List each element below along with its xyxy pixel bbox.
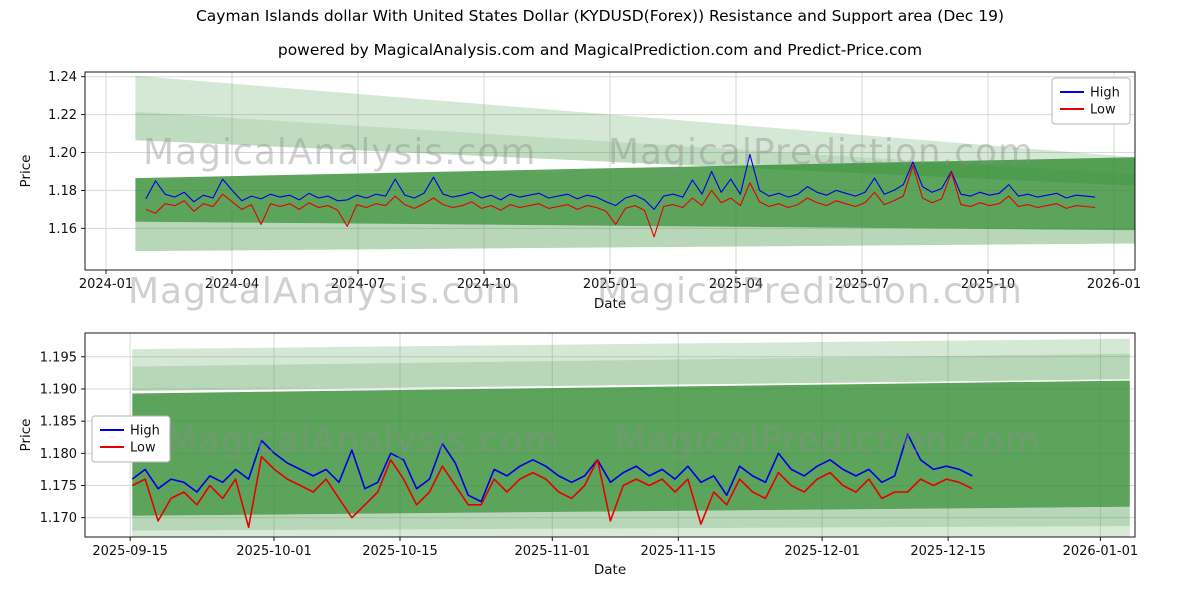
- y-tick-label: 1.170: [40, 511, 77, 526]
- x-tick-label: 2025-12-01: [784, 544, 860, 559]
- plot-border: [84, 332, 1136, 538]
- y-tick-label: 1.180: [40, 447, 77, 462]
- x-tick-label: 2025-12-15: [910, 544, 986, 559]
- x-tick-label: 2025-09-15: [92, 544, 168, 559]
- x-axis-label: Date: [594, 296, 626, 312]
- y-tick-label: 1.24: [48, 70, 77, 85]
- support-resistance-band: [135, 157, 1135, 231]
- high-line: [145, 153, 1096, 210]
- y-tick-label: 1.185: [40, 415, 77, 430]
- legend-label: High: [1090, 86, 1120, 101]
- support-resistance-band: [132, 506, 1130, 531]
- support-resistance-band: [132, 526, 1130, 537]
- legend-box: [1051, 77, 1131, 125]
- legend-box: [91, 415, 171, 463]
- y-tick-label: 1.195: [40, 350, 77, 365]
- y-tick-label: 1.18: [48, 184, 77, 199]
- y-tick-label: 1.190: [40, 382, 77, 397]
- figure-subtitle: powered by MagicalAnalysis.com and Magic…: [277, 41, 923, 59]
- y-tick-label: 1.20: [48, 146, 77, 161]
- x-axis-label: Date: [594, 562, 626, 578]
- support-resistance-band: [132, 338, 1130, 367]
- support-resistance-band: [132, 353, 1130, 391]
- low-line: [145, 165, 1096, 238]
- legend-label: Low: [130, 441, 156, 456]
- x-tick-label: 2024-01: [79, 277, 133, 292]
- support-resistance-band: [135, 221, 1135, 252]
- support-resistance-band: [132, 380, 1130, 516]
- x-tick-label: 2024-07: [331, 277, 385, 292]
- x-tick-label: 2024-04: [205, 277, 259, 292]
- x-tick-label: 2025-07: [835, 277, 889, 292]
- x-tick-label: 2025-10-01: [236, 544, 312, 559]
- x-tick-label: 2025-10-15: [362, 544, 438, 559]
- y-tick-label: 1.175: [40, 479, 77, 494]
- x-tick-label: 2025-11-01: [514, 544, 590, 559]
- y-tick-label: 1.16: [48, 222, 77, 237]
- legend-label: High: [130, 424, 160, 439]
- y-tick-label: 1.22: [48, 108, 77, 123]
- x-tick-label: 2025-04: [709, 277, 763, 292]
- low-line: [131, 455, 973, 529]
- chart-recent-zoom: 1.170 1.175 1.180 1.185 1.190 1.195 2025-09-15…: [18, 332, 1139, 578]
- y-axis-label: Price: [18, 419, 34, 452]
- x-tick-label: 2025-10: [961, 277, 1015, 292]
- x-tick-label: 2025-01: [583, 277, 637, 292]
- figure-title: Cayman Islands dollar With United States…: [195, 7, 1005, 25]
- high-line: [131, 433, 973, 503]
- y-axis-label: Price: [18, 155, 34, 188]
- chart-full-history: 1.16 1.18 1.20 1.22 1.24 2024-01 2024-04 2024-0…: [18, 70, 1141, 312]
- support-resistance-band: [135, 75, 1135, 175]
- x-tick-label: 2024-10: [457, 277, 511, 292]
- x-tick-label: 2026-01-01: [1063, 544, 1139, 559]
- x-tick-label: 2026-01: [1087, 277, 1141, 292]
- x-tick-label: 2025-11-15: [640, 544, 716, 559]
- legend-label: Low: [1090, 103, 1116, 118]
